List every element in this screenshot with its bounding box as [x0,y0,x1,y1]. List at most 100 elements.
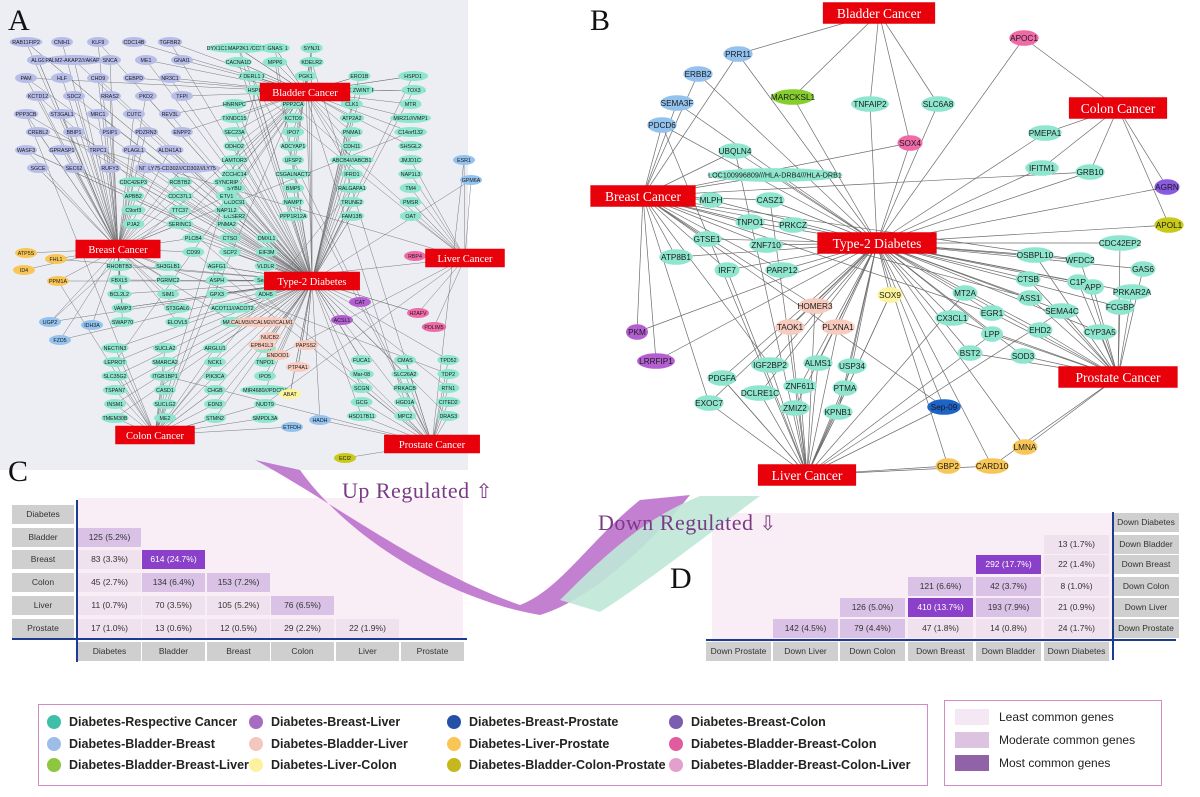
gene-node-bbip1: BBIP1 [63,126,85,138]
edge [311,159,353,282]
gene-node-tdp2: TDP2 [437,368,460,380]
gene-node-txndc15: TXNDC15 [220,112,249,124]
heatmap-d-cell: 142 (4.5%) [773,619,838,638]
gene-node-label: ERBB2 [685,70,712,79]
panel-label-c: C [8,455,29,488]
gene-node-mpc2: MPC2 [394,410,416,422]
edge [794,407,808,476]
gene-node-shape [771,89,815,105]
gene-node-shape [1075,164,1105,180]
edge [57,280,156,436]
gene-node-alms1: ALMS1 [803,355,833,371]
gene-node-ppp2ca: PPP2CA [280,98,306,110]
gene-node-label: ZNF710 [751,241,781,250]
gene-node-label: PKM [628,328,646,337]
gene-node-card10: CARD10 [975,458,1009,474]
edge [642,195,816,307]
gene-node-label: LAMTOR3 [222,158,247,164]
legend-item-label: Diabetes-Bladder-Breast-Colon [691,737,877,751]
gene-node-itgb1bp1: ITGB1BP1 [149,370,181,382]
gene-node-shape [294,70,317,82]
gene-node-label: CACNA1D [226,60,251,66]
edge [642,73,699,197]
gene-node-shape [157,288,180,300]
heatmap-d-cell: 21 (0.9%) [1044,598,1109,617]
gene-node-sec23a: SEC23A [222,126,247,138]
gene-node-label: PPP2CA [283,102,304,108]
gene-node-label: CAT [355,300,366,306]
edge [876,242,953,319]
gene-node-zcchc14: ZCCHC14 [220,168,249,180]
edge [308,89,313,282]
edge [876,103,939,244]
gene-node-label: EXOC7 [695,399,723,408]
gene-node-shape [957,345,983,361]
gene-node-nck1: NCK1 [204,356,226,368]
gene-node-shape [105,260,134,272]
gene-node-shape [437,354,460,366]
gene-node-c14orf132: C14orf132 [394,126,428,138]
edge [269,280,313,338]
gene-node-label: SYNJ1 [303,46,320,52]
heatmap-c-col-header: Prostate [401,642,464,661]
cancer-node-prostate-cancer: Prostate Cancer [384,434,480,454]
gene-node-esr1: ESR1 [453,154,475,166]
gene-node-label: TRUNE2 [341,200,362,206]
gene-node-label: RALGAPA1 [338,186,366,192]
gene-node-shape [99,90,121,102]
gene-node-label: SYBU [227,186,242,192]
gene-node-label: SEC23A [224,130,245,136]
legend-item-label: Diabetes-Bladder-Liver [271,737,408,751]
gene-node-ctsb: CTSB [1015,271,1041,287]
gene-node-shape [25,90,51,102]
gene-node-shape [694,395,724,411]
gene-node-shape [209,302,256,314]
gene-node-shape [390,112,432,124]
gene-node-label: PMSR [403,200,418,206]
gene-node-igf2bp2: IGF2BP2 [751,357,789,373]
gene-node-shape [15,72,37,84]
edge [1034,254,1119,378]
gene-node-label: ETFDH [283,425,301,431]
gene-node-shape [121,36,147,48]
gene-node-shape [404,250,426,262]
gene-node-shape [48,144,76,156]
edge [792,12,880,98]
gene-node-tspan7: TSPAN7 [102,384,128,396]
gene-node-shape [118,176,149,188]
gene-node-shape [823,404,853,420]
heatmap-d-cell: 410 (13.7%) [908,598,973,617]
gene-node-label: Mar-08 [353,372,370,378]
gene-node-shape [39,316,61,328]
gene-node-shape [215,218,238,230]
edge [277,257,466,356]
edge [234,131,313,282]
gene-node-label: PPM1A [49,279,67,285]
gene-node-label: BST2 [960,349,981,358]
gene-node-label: ERO1B [350,74,368,80]
gene-node-cdc42ep3: CDC42EP3 [118,176,149,188]
gene-node-nectin3: NECTIN3 [101,342,129,354]
legend-dot-icon [47,737,61,751]
gene-node-pgrmc2: PGRMC2 [155,274,181,286]
gene-node-shape [220,154,249,166]
cancer-node-colon-cancer: Colon Cancer [1068,97,1168,119]
heatmap-d-cell: 22 (1.4%) [1044,555,1109,574]
gene-node-shape [798,298,832,314]
gene-node-shape [13,108,39,120]
gene-node-shape [979,305,1005,321]
gene-node-label: JMJD1C [400,158,420,164]
gene-node-rev3l: REV3L [159,108,181,120]
gene-node-ly75-cd302-cd302-ly75: LY75-CD302///CD302///LY75 [143,162,221,174]
gene-node-shape [25,126,51,138]
edge [179,223,313,282]
legend-dot-icon [249,715,263,729]
gene-node-shape [453,154,475,166]
gene-node-shape [99,162,121,174]
gene-node-wasf3: WASF3 [15,144,37,156]
gene-node-shape [436,396,461,408]
gene-node-st3gal6: ST3GAL6 [163,302,192,314]
gene-node-nucb2: NUCB2 [259,331,281,343]
edge [799,385,808,476]
